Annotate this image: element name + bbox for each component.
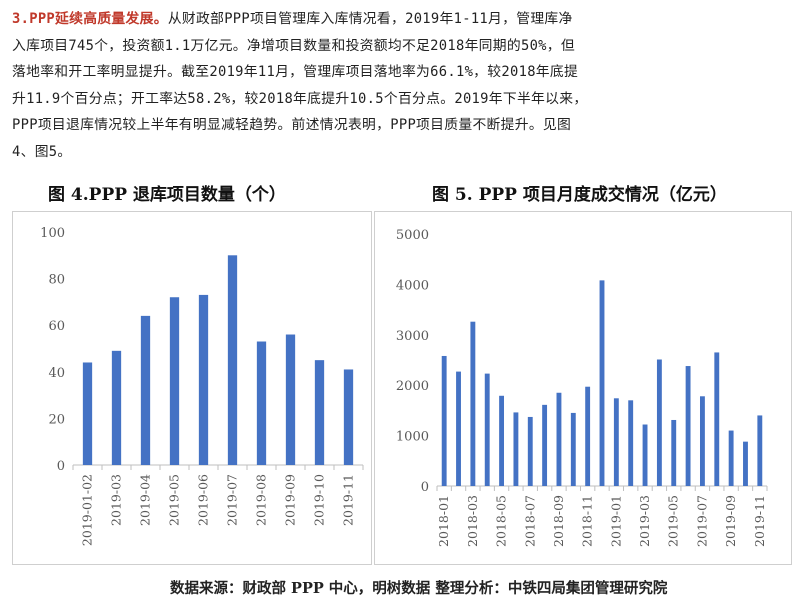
chart5-ytick-label: 4000 (396, 278, 429, 293)
chart5-bar (599, 280, 605, 486)
chart5-bar (570, 412, 576, 486)
chart4-svg: 0 20 40 60 80 100 2019-01-02 2019-03 2019-04 2019… (40, 226, 364, 546)
chart4-bar (82, 362, 93, 465)
chart4-ytick-label: 60 (48, 319, 65, 334)
chart5-bar (585, 386, 591, 486)
chart5-x-tick-label: 2019-07 (694, 495, 709, 547)
chart5-x-tick-label: 2018-11 (580, 495, 595, 547)
chart5-x-tick-label: 2018-03 (465, 495, 480, 547)
chart5-x-tick-label: 2019-09 (723, 495, 738, 547)
chart5-bar (484, 373, 490, 486)
chart4-x-tick-label: 2019-08 (254, 474, 269, 526)
chart5-x-tick-label: 2018-05 (494, 495, 509, 547)
chart5-ytick-label: 3000 (396, 329, 429, 344)
chart5-panel: 0 1000 2000 3000 4000 5000 2018-01 2018-03 2018-… (374, 211, 792, 565)
chart5-x-tick-label: 2019-11 (752, 495, 767, 547)
chart5-x-tick-label: 2019-05 (666, 495, 681, 547)
chart5-x-tick-label: 2019-03 (637, 495, 652, 547)
chart5-bar (743, 441, 748, 486)
chart4-x-tick-label: 2019-01-02 (80, 474, 95, 546)
paragraph-line-6: 4、图5。 (12, 143, 72, 160)
chart5-ytick-label: 0 (421, 480, 429, 495)
chart5-svg: 0 1000 2000 3000 4000 5000 2018-01 2018-03 2018-… (396, 228, 768, 547)
chart5-bar (699, 396, 705, 486)
chart4-bar (198, 294, 209, 465)
paragraph-line-3: 落地率和开工率明显提升。截至2019年11月，管理库项目落地率为66.1%，较2… (12, 64, 579, 81)
chart4-bar (227, 255, 238, 465)
paragraph-line-1: 3.PPP延续高质量发展。从财政部PPP项目管理库入库情况看，2019年1-11… (12, 6, 790, 33)
chart4-x-tick-label: 2019-07 (225, 474, 240, 526)
chart5-bar (513, 412, 519, 486)
chart4-ytick-label: 0 (57, 459, 65, 474)
chart4-bar (256, 341, 267, 465)
intro-paragraph: 3.PPP延续高质量发展。从财政部PPP项目管理库入库情况看，2019年1-11… (12, 6, 790, 166)
chart4-x-tick-label: 2019-09 (283, 474, 298, 526)
chart5-bar (628, 400, 634, 486)
chart4-x-tick-label: 2019-05 (167, 474, 182, 526)
chart4-ytick-label: 100 (40, 226, 65, 241)
chart5-x-tick-label: 2018-01 (436, 495, 451, 547)
paragraph-line-4: 升11.9个百分点；开工率达58.2%，较2018年底提升10.5个百分点。20… (12, 90, 588, 107)
chart5-bar (613, 398, 619, 486)
chart5-bar (656, 359, 662, 486)
chart5-ytick-label: 5000 (396, 228, 429, 243)
chart4-x-tick-label: 2019-03 (109, 474, 124, 526)
chart4-title: 图 4.PPP 退库项目数量（个） (48, 185, 286, 205)
chart5-x-tick-label: 2018-07 (522, 495, 537, 547)
chart5-x-tick-label: 2019-01 (608, 495, 623, 547)
chart5-bar (671, 419, 677, 486)
chart4-bar (169, 297, 180, 465)
paragraph-line-2: 入库项目745个，投资额1.1万亿元。净增项目数量和投资额均不足2018年同期的… (12, 37, 575, 54)
chart5-bar (542, 404, 548, 486)
paragraph-lead: 3.PPP延续高质量发展。 (12, 11, 168, 27)
chart4-bar (314, 360, 325, 465)
chart5-bar (456, 371, 461, 486)
chart4-x-tick-label: 2019-04 (138, 474, 153, 526)
chart4-ytick-label: 20 (48, 412, 65, 427)
chart5-bar (728, 430, 734, 486)
paragraph-line-5: PPP项目退库情况较上半年有明显减轻趋势。前述情况表明，PPP项目质量不断提升。… (12, 117, 572, 134)
chart5-bar (441, 355, 447, 486)
chart5-bar (685, 366, 691, 486)
chart5-bar (556, 392, 562, 486)
chart4-x-tick-label: 2019-06 (196, 474, 211, 526)
chart5-ytick-label: 1000 (396, 430, 429, 445)
chart4-x-tick-label: 2019-10 (312, 474, 327, 526)
chart5-title: 图 5. PPP 项目月度成交情况（亿元） (432, 185, 727, 205)
paragraph-line-1-text: 从财政部PPP项目管理库入库情况看，2019年1-11月，管理库净 (167, 11, 573, 27)
chart4-bar (343, 369, 354, 465)
chart5-bar (642, 424, 648, 486)
chart5-x-tick-label: 2018-09 (551, 495, 566, 547)
chart5-bar (470, 321, 476, 486)
chart5-bar (714, 352, 720, 486)
chart4-ytick-label: 40 (48, 366, 65, 381)
chart4-bar (111, 350, 122, 465)
chart4-x-tick-label: 2019-11 (341, 474, 356, 526)
source-note: 数据来源：财政部 PPP 中心，明树数据 整理分析：中铁四局集团管理研究院 (170, 580, 668, 597)
chart4-bar (140, 315, 151, 465)
chart4-ytick-label: 80 (48, 273, 65, 288)
chart4-panel: 0 20 40 60 80 100 2019-01-02 2019-03 2019-04 2019… (12, 211, 372, 565)
chart5-bar (499, 395, 505, 486)
chart5-ytick-label: 2000 (396, 379, 429, 394)
chart4-bar (285, 334, 296, 465)
chart5-bar (527, 416, 533, 486)
chart5-bar (757, 415, 763, 486)
